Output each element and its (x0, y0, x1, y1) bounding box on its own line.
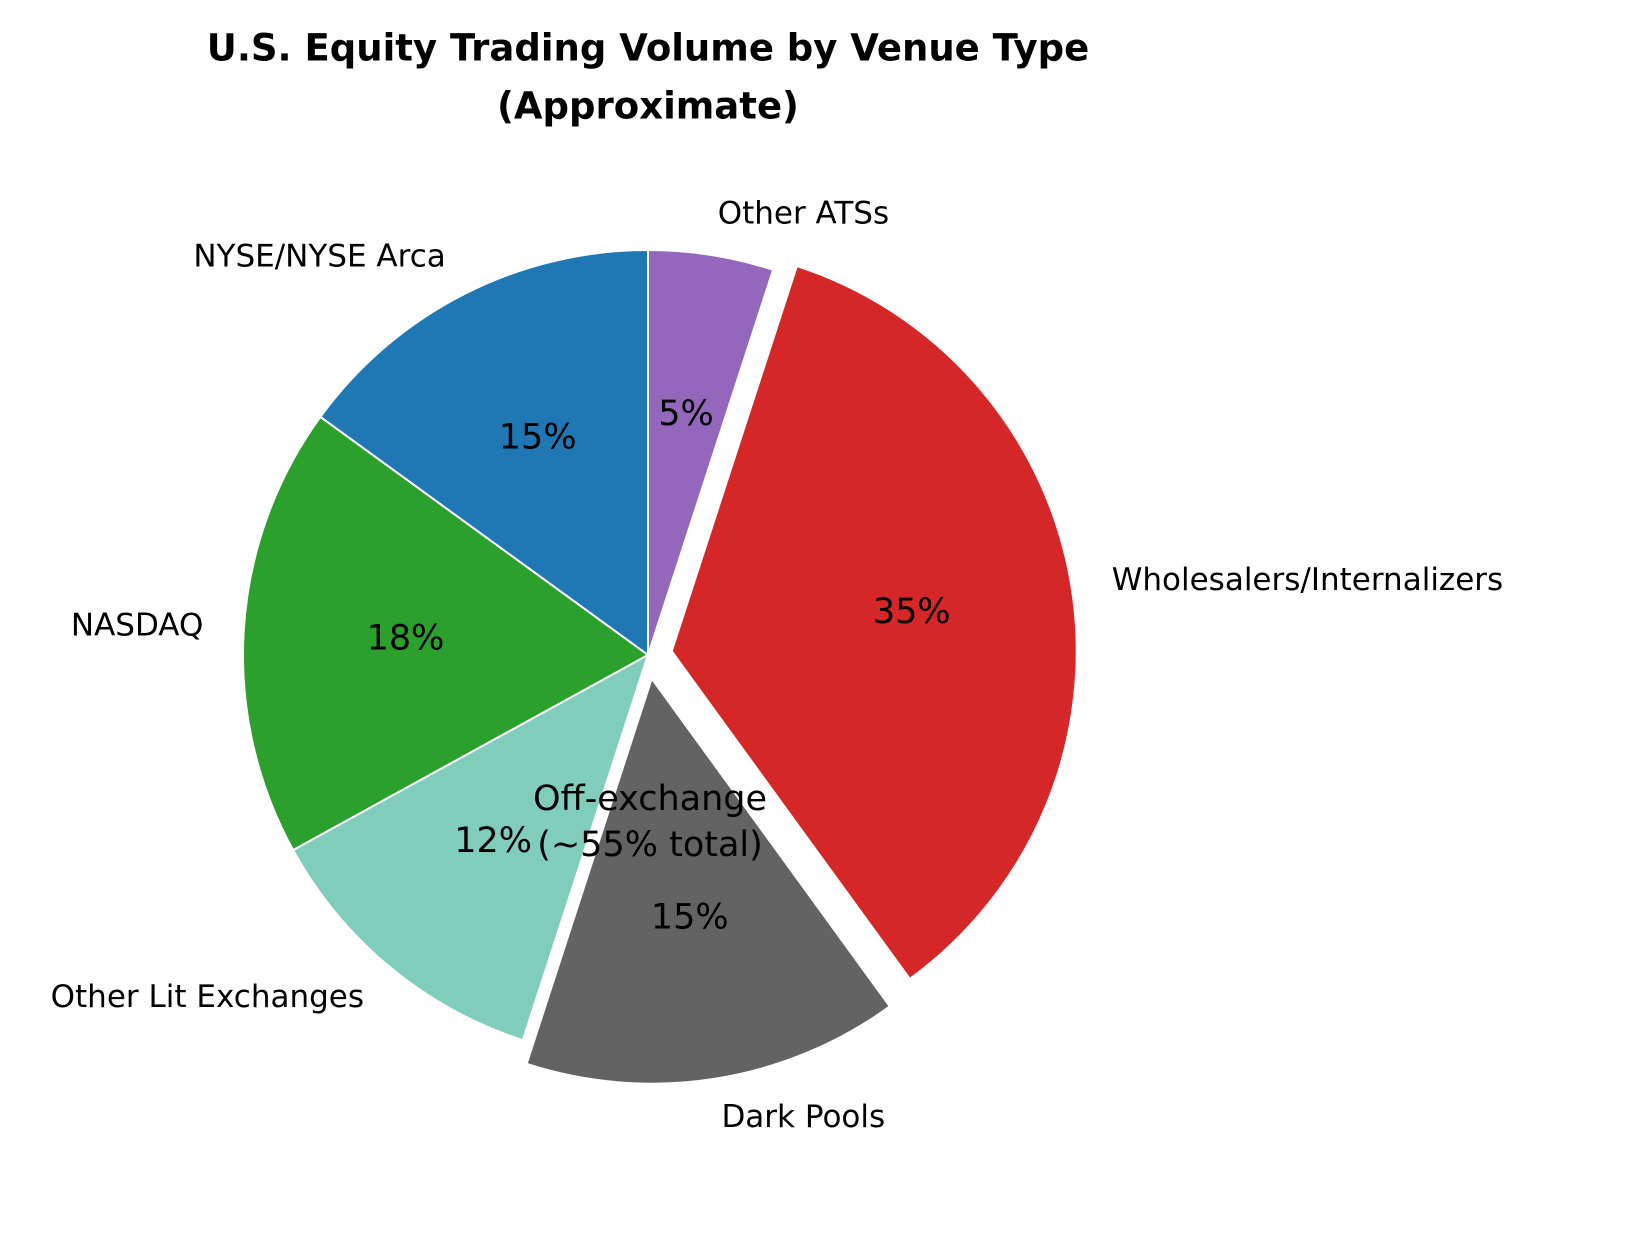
value-label: 15% (499, 417, 577, 457)
slice-label: NYSE/NYSE Arca (193, 239, 445, 275)
slice-label: NASDAQ (71, 608, 203, 644)
pie-slice (291, 652, 650, 1042)
chart-title: U.S. Equity Trading Volume by Venue Type (207, 27, 1089, 70)
value-label: 12% (454, 821, 532, 861)
pie-slice (647, 248, 775, 656)
pie-slice (670, 264, 1078, 981)
slice-label: Dark Pools (721, 1099, 885, 1135)
chart-title: (Approximate) (497, 85, 799, 128)
value-label: 15% (651, 898, 729, 938)
value-label: 18% (367, 619, 445, 659)
pie-slice (525, 676, 892, 1085)
slice-label: Other Lit Exchanges (51, 979, 364, 1015)
slice-label: Wholesalers/Internalizers (1112, 562, 1503, 598)
annotation: (~55% total) (537, 825, 763, 865)
annotation: Off-exchange (533, 779, 767, 819)
value-label: 35% (873, 592, 951, 632)
pie-slice (242, 415, 650, 852)
value-label: 5% (658, 394, 714, 434)
slice-label: Other ATSs (718, 195, 889, 231)
pie-slice (318, 248, 649, 657)
